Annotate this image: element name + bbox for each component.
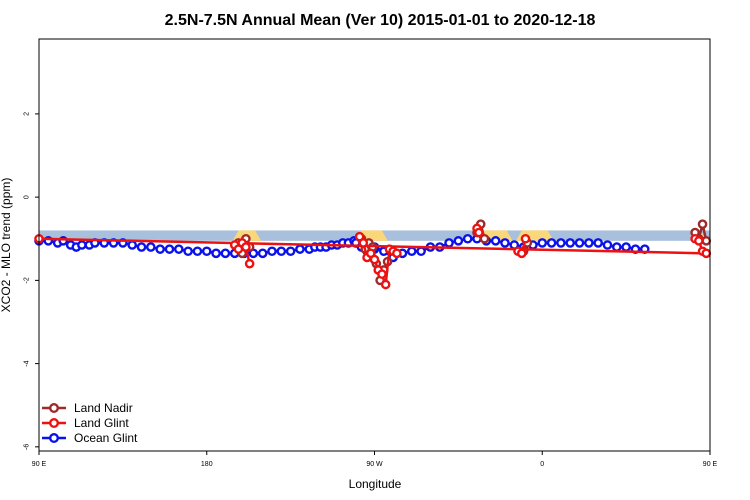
data-point [377, 269, 387, 279]
data-point [220, 248, 231, 259]
data-point [127, 240, 137, 250]
data-point [474, 227, 484, 238]
legend-item: Land Nadir [42, 401, 133, 415]
data-point [244, 258, 255, 269]
x-tick-label: 90 E [32, 461, 47, 468]
x-tick-label: 180 [201, 461, 213, 468]
data-point [462, 233, 473, 244]
data-point [565, 238, 576, 248]
data-point [490, 236, 501, 246]
data-point [192, 246, 203, 257]
legend-marker [49, 433, 60, 444]
data-point [701, 236, 712, 246]
x-axis-ticks: 90 E 180 90 W 0 90 E [32, 451, 718, 468]
data-point [241, 242, 251, 252]
data-point [694, 236, 704, 246]
data-point [257, 248, 268, 259]
data-point [136, 242, 147, 252]
data-point [358, 238, 369, 248]
x-axis-label: Longitude [349, 477, 402, 491]
data-point [546, 238, 557, 248]
x-tick-label: 90 E [703, 461, 718, 468]
data-point [697, 219, 708, 229]
data-point [406, 246, 417, 257]
data-point [584, 238, 594, 248]
x-tick-label: 90 W [366, 461, 383, 468]
data-point [602, 240, 613, 250]
y-tick-label: -2 [24, 277, 31, 283]
data-point [183, 246, 193, 257]
x-tick-label: 0 [540, 461, 544, 468]
data-point [621, 242, 631, 252]
legend-marker [49, 418, 60, 429]
data-point [211, 248, 221, 259]
y-tick-label: 0 [24, 195, 31, 199]
data-point [701, 248, 712, 259]
data-point [416, 246, 426, 257]
data-point [164, 244, 175, 254]
series-layer [34, 219, 712, 290]
data-point [479, 233, 490, 244]
legend-label: Land Nadir [74, 401, 133, 415]
data-point [173, 244, 184, 254]
data-point [520, 233, 531, 244]
legend-label: Ocean Glint [74, 431, 138, 445]
data-point [500, 238, 510, 248]
data-point [276, 246, 287, 257]
data-point [612, 242, 622, 252]
surface-type-bar [39, 230, 710, 241]
data-point [146, 242, 156, 252]
data-point [369, 254, 380, 265]
y-tick-label: 2 [24, 112, 31, 116]
data-point [453, 236, 464, 246]
data-point [380, 279, 391, 290]
chart-title: 2.5N-7.5N Annual Mean (Ver 10) 2015-01-0… [165, 12, 596, 29]
data-point [285, 246, 296, 257]
data-point [574, 238, 585, 248]
data-point [444, 238, 454, 248]
data-point [201, 246, 212, 257]
data-point [392, 248, 402, 259]
series-land-glint [34, 223, 712, 290]
y-tick-label: -6 [24, 444, 31, 450]
y-axis-ticks: 2 0 -2 -4 -6 [24, 112, 39, 450]
data-point [155, 244, 165, 254]
data-point [556, 238, 566, 248]
legend-item: Ocean Glint [42, 431, 138, 445]
legend-marker [49, 403, 60, 414]
y-tick-label: -4 [24, 360, 31, 366]
data-point [537, 238, 548, 248]
data-point [295, 244, 305, 254]
data-point [516, 248, 527, 259]
y-axis-label: XCO2 - MLO trend (ppm) [0, 178, 13, 313]
legend-label: Land Glint [74, 416, 129, 430]
data-point [267, 246, 277, 257]
data-point [593, 238, 603, 248]
legend-item: Land Glint [42, 416, 129, 430]
data-point [77, 240, 87, 250]
